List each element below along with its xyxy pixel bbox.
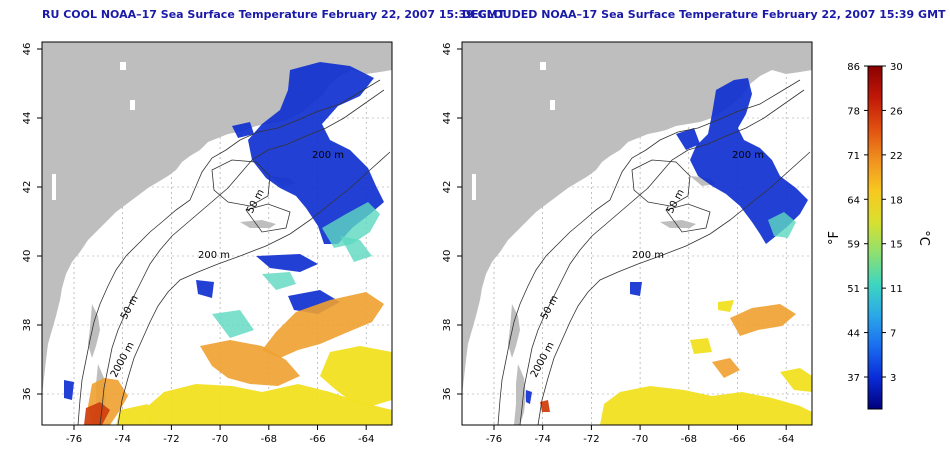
colorbar-fahrenheit-tick: 78 bbox=[847, 106, 860, 117]
right-land-mass bbox=[462, 42, 812, 425]
right-map-panel: 200 m 50 m 200 m 50 m 2000 m -76 -74 -72 -7… bbox=[442, 41, 813, 445]
left-contour-label: 200 m bbox=[312, 150, 344, 161]
y-tick-label: 36 bbox=[22, 388, 33, 401]
colorbar-fahrenheit-tick: 59 bbox=[847, 240, 860, 251]
y-tick-label: 38 bbox=[22, 319, 33, 332]
right-sst-warm-patches bbox=[540, 212, 812, 425]
left-bathymetry-contours bbox=[77, 79, 391, 426]
x-tick-label: -70 bbox=[212, 434, 228, 445]
x-tick-label: -68 bbox=[681, 434, 697, 445]
colorbar-fahrenheit-unit: °F bbox=[827, 231, 842, 245]
left-y-axis: 46 44 42 40 38 36 bbox=[22, 43, 42, 401]
left-contour-label: 200 m bbox=[198, 250, 230, 261]
left-panel-title: RU COOL NOAA–17 Sea Surface Temperature … bbox=[42, 8, 506, 21]
colorbar-fahrenheit-scale: 86 78 71 64 59 51 44 37 bbox=[847, 62, 868, 384]
colorbar-fahrenheit-tick: 44 bbox=[847, 329, 860, 340]
colorbar-celsius-tick: 11 bbox=[890, 284, 903, 295]
x-tick-label: -74 bbox=[535, 434, 551, 445]
colorbar-fahrenheit-tick: 64 bbox=[847, 195, 860, 206]
right-bathymetry-contours bbox=[497, 79, 811, 426]
y-tick-label: 38 bbox=[442, 319, 453, 332]
colorbar-celsius-tick: 15 bbox=[890, 240, 903, 251]
y-tick-label: 36 bbox=[442, 388, 453, 401]
y-tick-label: 42 bbox=[442, 181, 453, 194]
colorbar-celsius-tick: 30 bbox=[890, 62, 903, 73]
x-tick-label: -68 bbox=[261, 434, 277, 445]
y-tick-label: 42 bbox=[22, 181, 33, 194]
y-tick-label: 40 bbox=[22, 250, 33, 263]
colorbar-celsius-tick: 26 bbox=[890, 106, 903, 117]
colorbar-celsius-tick: 18 bbox=[890, 195, 903, 206]
x-tick-label: -76 bbox=[486, 434, 502, 445]
y-tick-label: 46 bbox=[442, 43, 453, 56]
y-tick-label: 44 bbox=[442, 112, 453, 125]
colorbar-celsius-tick: 22 bbox=[890, 151, 903, 162]
y-tick-label: 40 bbox=[442, 250, 453, 263]
x-tick-label: -66 bbox=[729, 434, 745, 445]
y-tick-label: 44 bbox=[22, 112, 33, 125]
colorbar-celsius-tick: 7 bbox=[890, 329, 896, 340]
x-tick-label: -72 bbox=[163, 434, 179, 445]
x-tick-label: -72 bbox=[583, 434, 599, 445]
colorbar-fahrenheit-tick: 86 bbox=[847, 62, 860, 73]
temperature-colorbar: 86 78 71 64 59 51 44 37 30 26 22 18 15 11 7 3 °F °C bbox=[827, 62, 931, 410]
x-tick-label: -76 bbox=[66, 434, 82, 445]
right-panel-title: DECLOUDED NOAA–17 Sea Surface Temperatur… bbox=[462, 8, 946, 21]
colorbar-fahrenheit-tick: 37 bbox=[847, 373, 860, 384]
right-map-frame bbox=[461, 41, 813, 426]
colorbar-gradient bbox=[867, 65, 883, 410]
left-sst-warm-patches bbox=[84, 202, 392, 425]
right-contour-label: 200 m bbox=[732, 150, 764, 161]
x-tick-label: -70 bbox=[632, 434, 648, 445]
left-map-frame bbox=[41, 41, 393, 426]
colorbar-fahrenheit-tick: 71 bbox=[847, 151, 860, 162]
left-map-panel: 200 m 50 m 200 m 50 m 2000 m -76 -74 -72 -7… bbox=[22, 41, 393, 445]
right-x-axis: -76 -74 -72 -70 -68 -66 -64 bbox=[486, 425, 794, 445]
x-tick-label: -64 bbox=[358, 434, 374, 445]
left-sst-cold-patches bbox=[64, 62, 384, 400]
x-tick-label: -64 bbox=[778, 434, 794, 445]
left-x-axis: -76 -74 -72 -70 -68 -66 -64 bbox=[66, 425, 374, 445]
colorbar-fahrenheit-tick: 51 bbox=[847, 284, 860, 295]
colorbar-celsius-scale: 30 26 22 18 15 11 7 3 bbox=[882, 62, 903, 384]
colorbar-celsius-unit: °C bbox=[916, 230, 931, 246]
colorbar-celsius-tick: 3 bbox=[890, 373, 896, 384]
x-tick-label: -66 bbox=[309, 434, 325, 445]
right-y-axis: 46 44 42 40 38 36 bbox=[442, 43, 462, 401]
x-tick-label: -74 bbox=[115, 434, 131, 445]
y-tick-label: 46 bbox=[22, 43, 33, 56]
right-contour-label: 200 m bbox=[632, 250, 664, 261]
